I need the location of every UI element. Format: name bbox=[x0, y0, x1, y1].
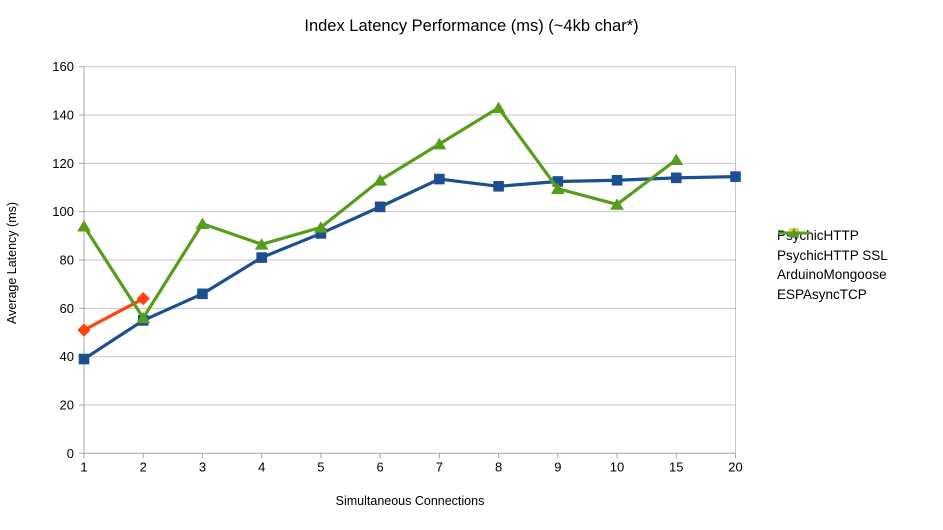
y-tick-label-80: 80 bbox=[60, 253, 74, 268]
point-ESPAsyncTCP-x1 bbox=[77, 220, 91, 232]
point-PsychicHTTP-x3 bbox=[197, 288, 208, 300]
legend-item-ESPAsyncTCP: ESPAsyncTCP bbox=[777, 228, 888, 305]
point-PsychicHTTP SSL-x1 bbox=[77, 323, 91, 337]
y-tick-label-160: 160 bbox=[52, 59, 74, 74]
point-ESPAsyncTCP-x5 bbox=[314, 221, 328, 233]
series-line-ESPAsyncTCP bbox=[82, 106, 678, 320]
legend-item-ArduinoMongoose: ArduinoMongoose bbox=[777, 228, 888, 285]
y-tick-label-0: 0 bbox=[67, 446, 74, 461]
x-tick-label-5: 5 bbox=[317, 459, 324, 474]
point-PsychicHTTP-x4 bbox=[256, 252, 267, 263]
legend-label: ESPAsyncTCP bbox=[777, 286, 867, 302]
x-tick-label-4: 4 bbox=[258, 459, 265, 474]
point-PsychicHTTP-x5 bbox=[315, 228, 327, 239]
x-tick-label-20: 20 bbox=[728, 459, 742, 474]
legend-marker-triangle-up-icon bbox=[778, 228, 810, 238]
point-ESPAsyncTCP-x2 bbox=[136, 311, 151, 324]
x-tick-label-8: 8 bbox=[495, 459, 502, 474]
y-tick-label-40: 40 bbox=[60, 349, 74, 364]
chart-title: Index Latency Performance (ms) (~4kb cha… bbox=[304, 17, 639, 35]
legend-label: PsychicHTTP SSL bbox=[777, 247, 888, 263]
point-ESPAsyncTCP-x4 bbox=[254, 238, 269, 250]
y-tick-label-140: 140 bbox=[52, 108, 74, 123]
point-ESPAsyncTCP-x15 bbox=[669, 153, 684, 166]
x-tick-label-7: 7 bbox=[436, 459, 443, 474]
y-tick-label-100: 100 bbox=[52, 204, 74, 219]
x-axis-title: Simultaneous Connections bbox=[335, 494, 485, 508]
point-ESPAsyncTCP-x7 bbox=[432, 137, 447, 150]
y-tick-label-60: 60 bbox=[60, 301, 74, 316]
point-PsychicHTTP-x10 bbox=[611, 174, 623, 186]
x-tick-label-3: 3 bbox=[199, 459, 206, 474]
y-tick-label-120: 120 bbox=[52, 156, 74, 171]
point-PsychicHTTP-x7 bbox=[434, 173, 445, 185]
legend-label: ArduinoMongoose bbox=[777, 267, 887, 283]
x-tick-label-6: 6 bbox=[377, 459, 384, 474]
legend: PsychicHTTP PsychicHTTP SSL ArduinoMongoos… bbox=[777, 226, 888, 304]
point-PsychicHTTP-x8 bbox=[493, 181, 504, 192]
point-PsychicHTTP-x9 bbox=[552, 176, 564, 187]
point-ESPAsyncTCP-x10 bbox=[610, 198, 624, 210]
y-axis-title: Average Latency (ms) bbox=[5, 201, 19, 325]
point-ESPAsyncTCP-x6 bbox=[373, 174, 388, 186]
point-PsychicHTTP-x6 bbox=[374, 201, 386, 213]
x-tick-label-9: 9 bbox=[554, 459, 561, 474]
x-tick-label-10: 10 bbox=[610, 459, 624, 474]
x-tick-label-2: 2 bbox=[140, 459, 147, 474]
x-tick-label-15: 15 bbox=[669, 459, 683, 474]
point-PsychicHTTP-x1 bbox=[78, 353, 90, 365]
point-PsychicHTTP-x20 bbox=[730, 171, 741, 182]
point-PsychicHTTP SSL-x2 bbox=[136, 292, 150, 306]
point-PsychicHTTP-x15 bbox=[670, 172, 682, 184]
series-line-PsychicHTTP bbox=[83, 175, 736, 361]
legend-item-PsychicHTTP SSL: PsychicHTTP SSL bbox=[777, 227, 888, 266]
x-tick-label-1: 1 bbox=[80, 459, 87, 474]
y-tick-label-20: 20 bbox=[60, 397, 74, 412]
point-ESPAsyncTCP-x8 bbox=[491, 101, 506, 114]
point-ESPAsyncTCP-x3 bbox=[195, 217, 210, 230]
point-ESPAsyncTCP-x9 bbox=[550, 182, 565, 195]
